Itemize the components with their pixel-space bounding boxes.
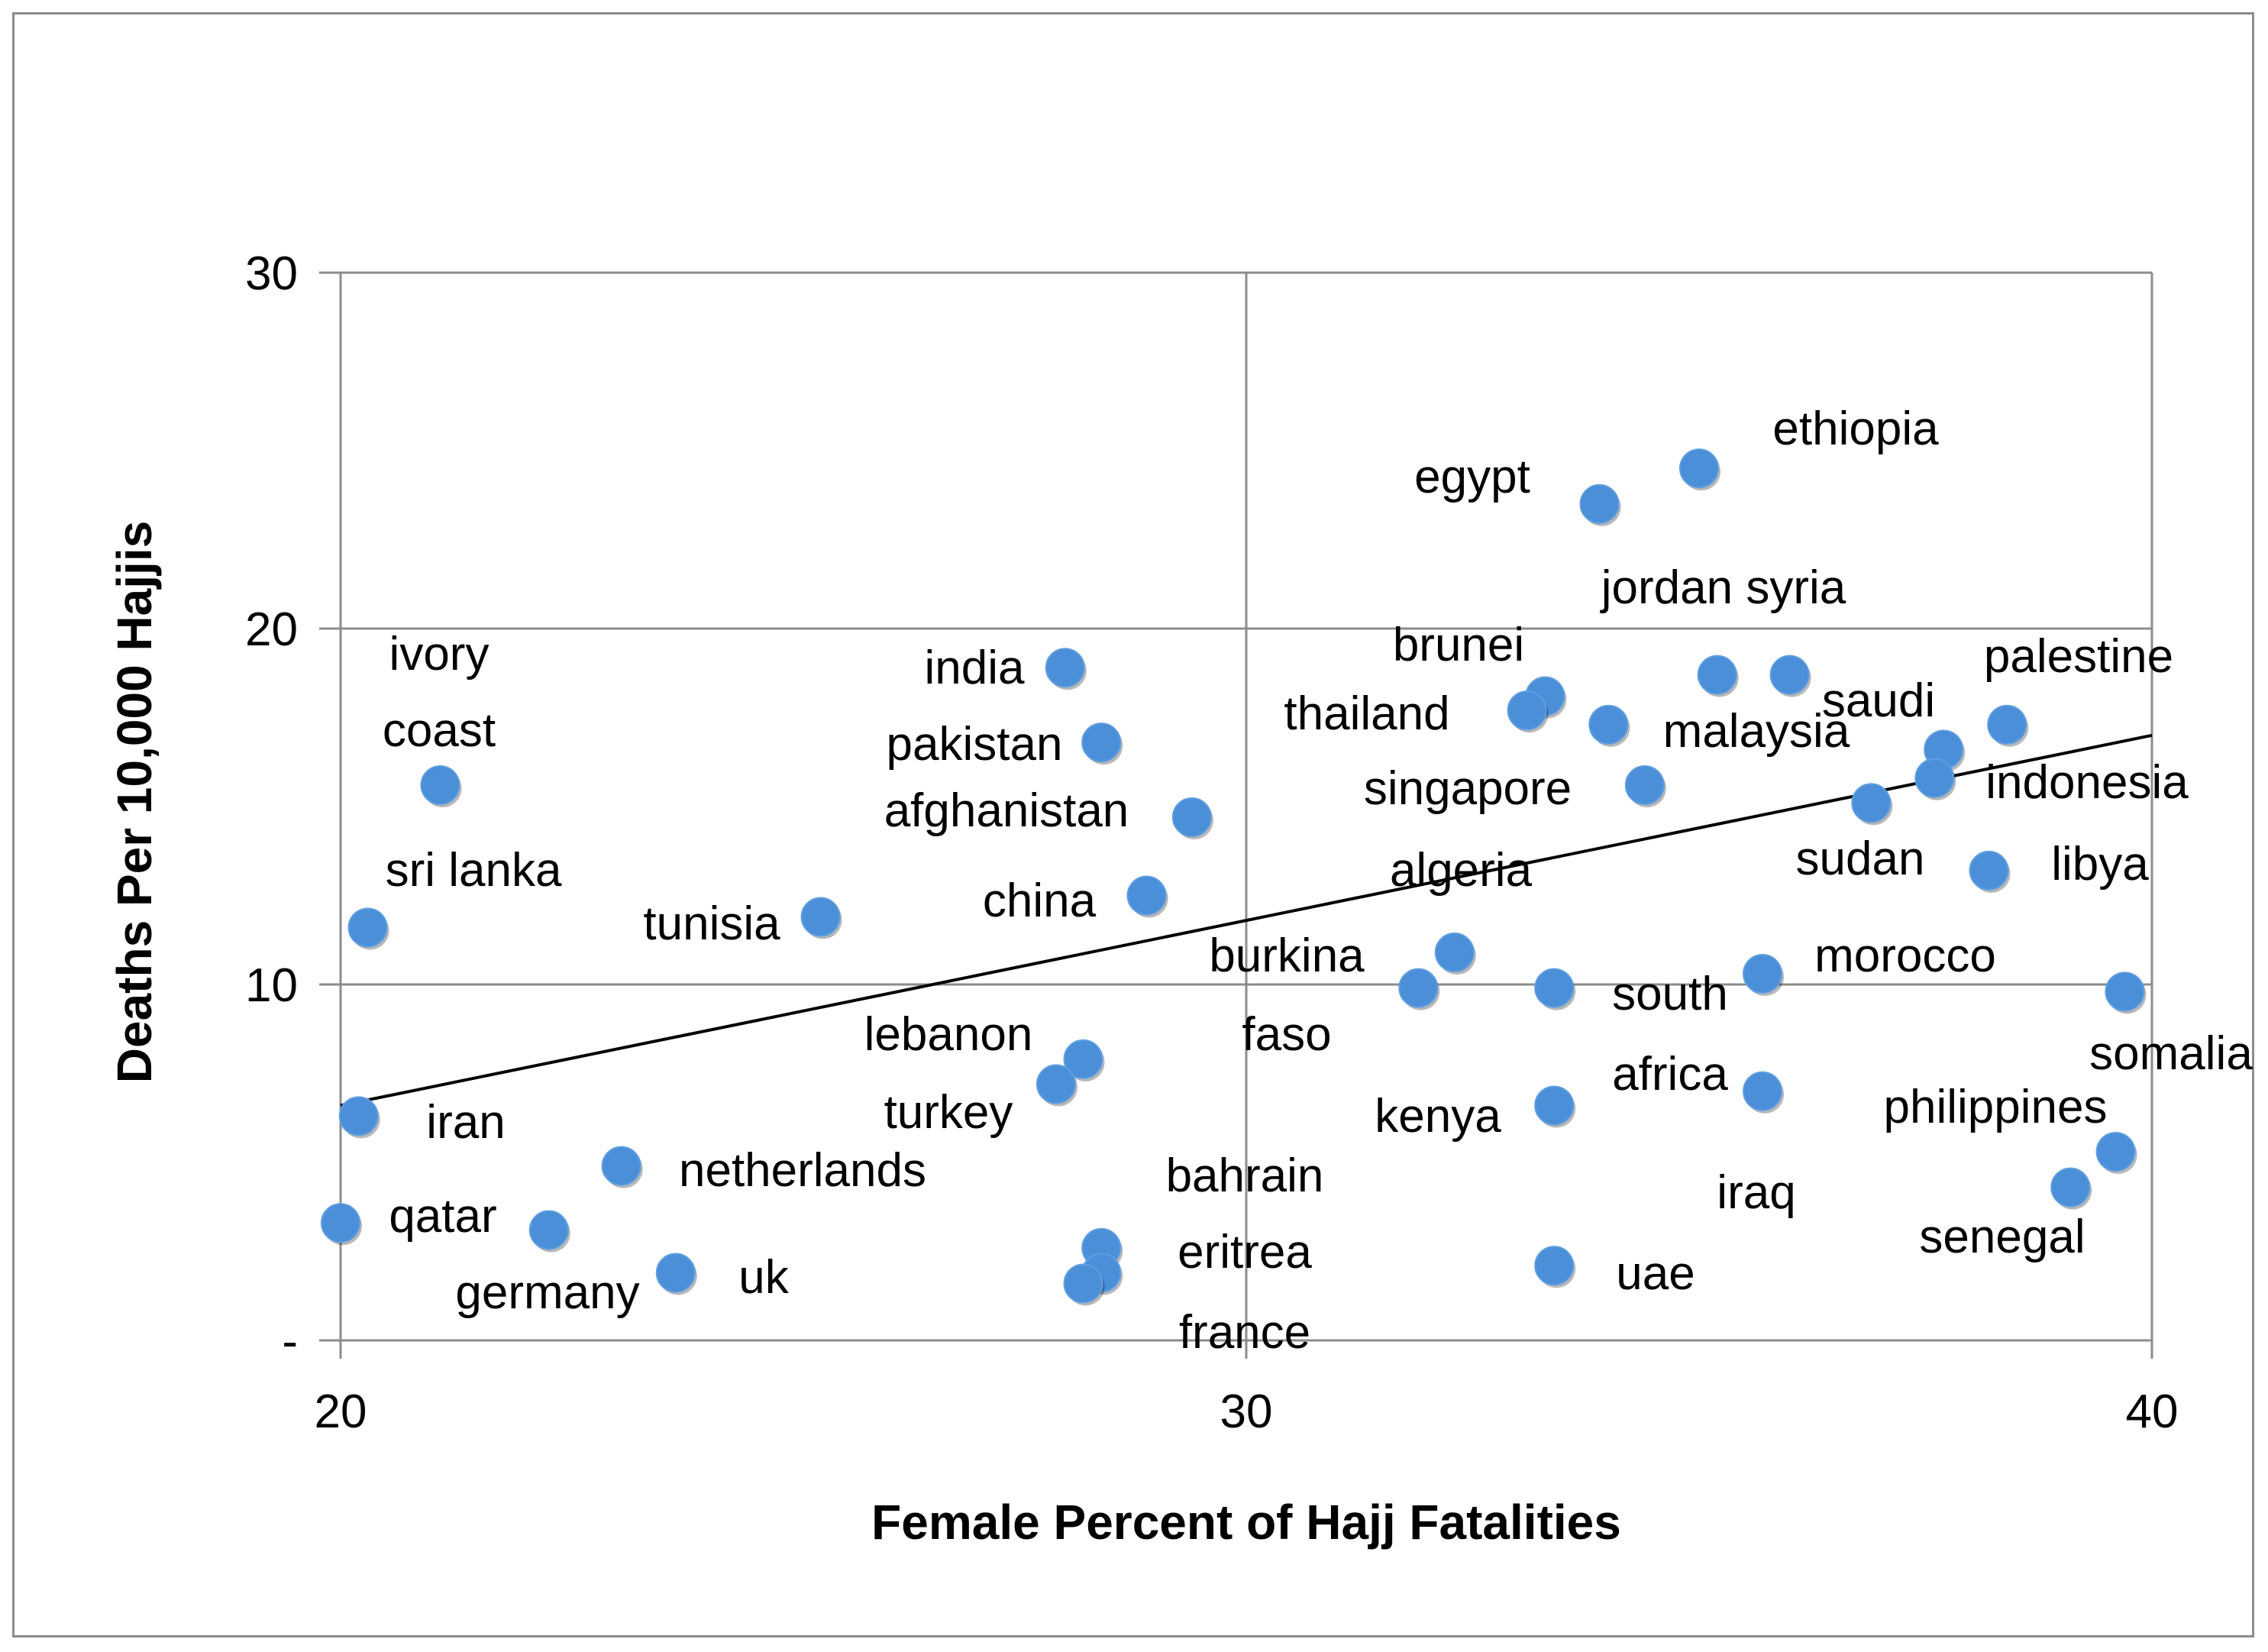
point-label-singapore: singapore: [1364, 762, 1572, 815]
data-point-jordan: [1697, 655, 1737, 695]
data-point-senegal: [2050, 1167, 2091, 1207]
point-label-turkey: turkey: [884, 1086, 1013, 1139]
data-point-philippines: [2095, 1132, 2136, 1172]
data-point-turkey: [1035, 1064, 1076, 1104]
point-label-morocco: morocco: [1814, 929, 1996, 982]
y-tick-label: 20: [245, 603, 298, 656]
data-point-south-africa: [1534, 968, 1575, 1008]
point-label-iran: iran: [426, 1096, 505, 1149]
data-point-singapore: [1624, 765, 1665, 806]
data-point-malaysia: [1588, 704, 1629, 745]
point-label-philippines: philippines: [1884, 1081, 2108, 1133]
y-tick-label: -: [282, 1315, 298, 1368]
point-label-libya: libya: [2051, 838, 2149, 891]
point-label-thailand: thailand: [1284, 687, 1449, 740]
point-label-brunei: brunei: [1393, 619, 1524, 671]
point-label-algeria: algeria: [1390, 844, 1533, 897]
point-label-senegal: senegal: [1919, 1211, 2085, 1263]
data-point-palestine: [1987, 704, 2027, 745]
point-label-pakistan: pakistan: [887, 718, 1063, 771]
data-point-sudan: [1851, 783, 1892, 823]
point-label-indonesia: indonesia: [1985, 756, 2189, 809]
point-label-malaysia: malaysia: [1663, 705, 1850, 758]
gridlines: [341, 271, 2153, 1340]
data-point-lebanon: [1063, 1039, 1103, 1079]
data-point-tunisia: [800, 897, 841, 937]
point-label-sri-lanka: sri lanka: [386, 844, 562, 897]
point-label-africa: africa: [1612, 1048, 1728, 1101]
y-axis-title: Deaths Per 10,000 Hajjis: [107, 521, 162, 1083]
point-label-uk: uk: [738, 1251, 789, 1304]
data-points: [321, 448, 2147, 1306]
point-label-bahrain: bahrain: [1166, 1149, 1324, 1202]
data-point-libya: [1969, 850, 2009, 891]
data-point-china: [1126, 875, 1167, 916]
point-label-uae: uae: [1616, 1247, 1695, 1300]
data-point-burkina-faso: [1398, 968, 1439, 1008]
point-label-tunisia: tunisia: [643, 897, 780, 950]
y-tick-label: 10: [245, 959, 298, 1012]
point-label-ivory: ivory: [389, 628, 489, 681]
point-label-south: south: [1612, 968, 1728, 1020]
point-label-india: india: [925, 642, 1026, 694]
data-point-uae: [1534, 1246, 1575, 1286]
point-label-egypt: egypt: [1414, 451, 1530, 503]
data-point-sri-lanka: [347, 907, 388, 948]
data-point-ivory-coast: [420, 765, 460, 806]
data-point-india: [1045, 648, 1085, 688]
point-label-germany: germany: [455, 1266, 639, 1319]
data-point-morocco: [1743, 954, 1783, 994]
chart-frame: [12, 12, 2254, 1637]
y-tick-label: 30: [245, 247, 298, 300]
point-label-sudan: sudan: [1796, 832, 1925, 885]
data-point-syria: [1769, 655, 1810, 695]
trendline-group: [340, 733, 2153, 1107]
data-point-kenya: [1534, 1085, 1575, 1126]
trendline: [340, 733, 2153, 1107]
data-point-algeria: [1434, 933, 1475, 973]
point-label-qatar: qatar: [389, 1190, 496, 1243]
data-point-indonesia: [1914, 758, 1955, 798]
point-label-iraq: iraq: [1717, 1166, 1795, 1219]
data-point-afghanistan: [1171, 797, 1212, 837]
point-label-saudi: saudi: [1822, 674, 1935, 727]
data-point-france: [1063, 1263, 1103, 1304]
data-point-uk: [655, 1253, 696, 1293]
x-tick-label: 20: [315, 1385, 367, 1438]
point-label-faso: faso: [1242, 1008, 1331, 1061]
data-point-iran: [338, 1096, 379, 1136]
point-label-ethiopia: ethiopia: [1772, 402, 1939, 455]
data-point-netherlands: [601, 1146, 641, 1186]
x-axis-title: Female Percent of Hajj Fatalities: [871, 1495, 1621, 1550]
data-point-egypt: [1579, 483, 1620, 524]
data-point-somalia: [2105, 971, 2145, 1012]
data-point-qatar: [321, 1203, 360, 1243]
x-tick-label: 30: [1220, 1385, 1273, 1438]
point-label-jordan-syria: jordan syria: [1600, 561, 1846, 614]
point-label-china: china: [983, 874, 1097, 927]
data-point-pakistan: [1081, 723, 1122, 763]
point-label-somalia: somalia: [2089, 1027, 2253, 1080]
data-point-iraq: [1743, 1071, 1783, 1111]
point-labels: ivory coast sri lanka iran qatar germany nethe…: [383, 402, 2253, 1359]
point-label-palestine: palestine: [1984, 630, 2173, 683]
axes: - 10 20 30 20 30 40: [245, 247, 2178, 1438]
point-label-eritrea: eritrea: [1178, 1226, 1312, 1279]
point-label-france: france: [1179, 1306, 1310, 1359]
point-label-coast: coast: [383, 704, 496, 757]
data-point-germany: [528, 1210, 569, 1250]
point-label-afghanistan: afghanistan: [884, 784, 1129, 837]
x-tick-label: 40: [2126, 1385, 2179, 1438]
data-point-ethiopia: [1679, 448, 1719, 489]
data-point-thailand: [1507, 690, 1547, 731]
point-label-burkina: burkina: [1209, 929, 1365, 982]
point-label-netherlands: netherlands: [679, 1144, 926, 1197]
point-label-lebanon: lebanon: [864, 1008, 1033, 1061]
point-label-kenya: kenya: [1375, 1090, 1501, 1143]
